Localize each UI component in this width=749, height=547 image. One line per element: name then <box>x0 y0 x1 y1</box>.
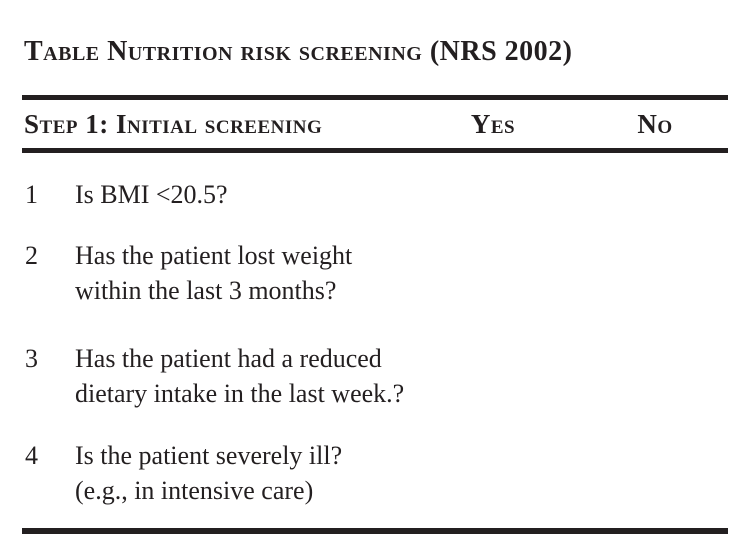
column-header-step: Step 1: Initial screening <box>24 109 323 139</box>
yes-answer-cell <box>453 438 533 473</box>
question-line: Has the patient had a reduced <box>75 344 382 373</box>
yes-answer-cell <box>453 177 533 212</box>
question-number: 2 <box>25 241 38 270</box>
question-text: Is BMI <20.5? <box>75 177 495 212</box>
table-title: Table Nutrition risk screening (NRS 2002… <box>24 36 573 67</box>
question-number: 3 <box>25 344 38 373</box>
yes-answer-cell <box>453 341 533 376</box>
question-line: Is the patient severely ill? <box>75 441 343 470</box>
table-header-row: Step 1: Initial screening Yes No <box>0 109 749 145</box>
no-answer-cell <box>615 341 695 376</box>
column-header-yes: Yes <box>470 109 516 139</box>
question-number: 4 <box>25 441 38 470</box>
header-separator-rule <box>22 148 728 153</box>
question-line: within the last 3 months? <box>75 276 337 305</box>
yes-answer-cell <box>453 238 533 273</box>
question-line: Is BMI <20.5? <box>75 180 228 209</box>
no-answer-cell <box>615 238 695 273</box>
question-number: 1 <box>25 180 38 209</box>
question-line: Has the patient lost weight <box>75 241 353 270</box>
question-line: (e.g., in intensive care) <box>75 476 314 505</box>
question-text: Has the patient had a reduced dietary in… <box>75 341 495 411</box>
column-header-no: No <box>637 109 673 139</box>
question-text: Is the patient severely ill? (e.g., in i… <box>75 438 495 508</box>
question-line: dietary intake in the last week.? <box>75 379 405 408</box>
no-answer-cell <box>615 438 695 473</box>
no-answer-cell <box>615 177 695 212</box>
table-top-rule <box>22 95 728 100</box>
question-text: Has the patient lost weight within the l… <box>75 238 495 308</box>
table-bottom-rule <box>22 528 728 534</box>
